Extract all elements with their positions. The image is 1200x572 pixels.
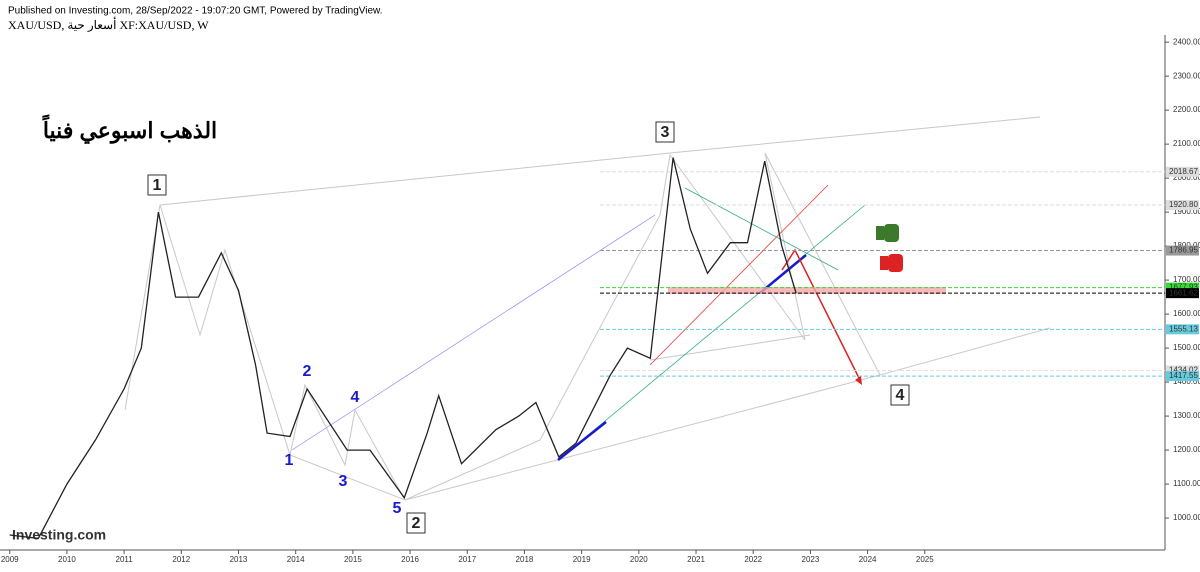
- x-tick-label: 2014: [287, 555, 305, 564]
- y-tick-label: 2100.00: [1173, 139, 1200, 148]
- x-tick-label: 2017: [458, 555, 476, 564]
- boxed-label: 3: [661, 124, 670, 141]
- x-tick-label: 2019: [573, 555, 591, 564]
- x-tick-label: 2024: [859, 555, 877, 564]
- wave-label: 4: [351, 389, 360, 406]
- level-label: 1434.02: [1169, 366, 1198, 375]
- price-line: [9, 157, 797, 540]
- y-tick-label: 1300.00: [1173, 411, 1200, 420]
- level-tag: [1166, 245, 1199, 256]
- level-label: 1677.93: [1169, 283, 1198, 292]
- boxed-labels: [147, 121, 910, 534]
- trend-lines: [124, 116, 1051, 501]
- symbol: XAU/USD, أسعار حية XF:XAU/USD, W: [8, 17, 209, 32]
- level-label: 2018.67: [1169, 167, 1198, 176]
- level-label: 1920.80: [1169, 200, 1198, 209]
- boxed-label: 1: [153, 177, 162, 194]
- y-tick-label: 2300.00: [1173, 71, 1200, 80]
- level-label: 1661.62: [1169, 288, 1198, 297]
- watermark: Investing.com: [12, 527, 106, 543]
- wave-label: 3: [339, 473, 348, 490]
- level-label: 1786.95: [1169, 246, 1198, 255]
- chart-title: الذهب اسبوعي فنياً: [41, 114, 217, 144]
- wave-label: 5: [393, 500, 402, 517]
- y-tick-label: 1100.00: [1173, 479, 1200, 488]
- level-tag: [1166, 282, 1199, 293]
- x-tick-label: 2012: [172, 555, 190, 564]
- y-tick-label: 1700.00: [1173, 275, 1200, 284]
- y-tick-label: 1500.00: [1173, 343, 1200, 352]
- boxed-label: 4: [896, 387, 905, 404]
- wave-label: 1: [285, 452, 294, 469]
- y-tick-label: 2000.00: [1173, 173, 1200, 182]
- y-tick-label: 2200.00: [1173, 105, 1200, 114]
- x-tick-label: 2023: [802, 555, 820, 564]
- y-tick-label: 1400.00: [1173, 377, 1200, 386]
- boxed-label: 2: [412, 515, 421, 532]
- level-tag: [1166, 371, 1199, 382]
- y-tick-label: 1600.00: [1173, 309, 1200, 318]
- y-tick-label: 2400.00: [1173, 37, 1200, 46]
- level-tag: [1166, 324, 1199, 335]
- published-note: Published on Investing.com, 28/Sep/2022 …: [8, 6, 383, 17]
- level-label: 1555.13: [1169, 324, 1198, 333]
- x-tick-label: 2016: [401, 555, 419, 564]
- x-tick-label: 2009: [1, 555, 19, 564]
- wave-label: 2: [303, 363, 312, 380]
- level-label: 1417.55: [1169, 371, 1198, 380]
- x-tick-label: 2021: [687, 555, 705, 564]
- x-tick-label: 2011: [116, 555, 134, 564]
- x-tick-label: 2018: [516, 555, 534, 564]
- x-tick-label: 2010: [58, 555, 76, 564]
- level-tag: [1166, 166, 1199, 177]
- x-tick-label: 2015: [344, 555, 362, 564]
- x-tick-label: 2020: [630, 555, 648, 564]
- y-tick-label: 1000.00: [1173, 513, 1200, 522]
- level-tag: [1166, 288, 1199, 299]
- y-tick-label: 1200.00: [1173, 445, 1200, 454]
- y-tick-label: 1900.00: [1173, 207, 1200, 216]
- x-tick-label: 2025: [916, 555, 934, 564]
- level-tag: [1166, 365, 1199, 376]
- x-tick-label: 2013: [230, 555, 248, 564]
- level-tag: [1166, 200, 1199, 211]
- x-tick-label: 2022: [744, 555, 762, 564]
